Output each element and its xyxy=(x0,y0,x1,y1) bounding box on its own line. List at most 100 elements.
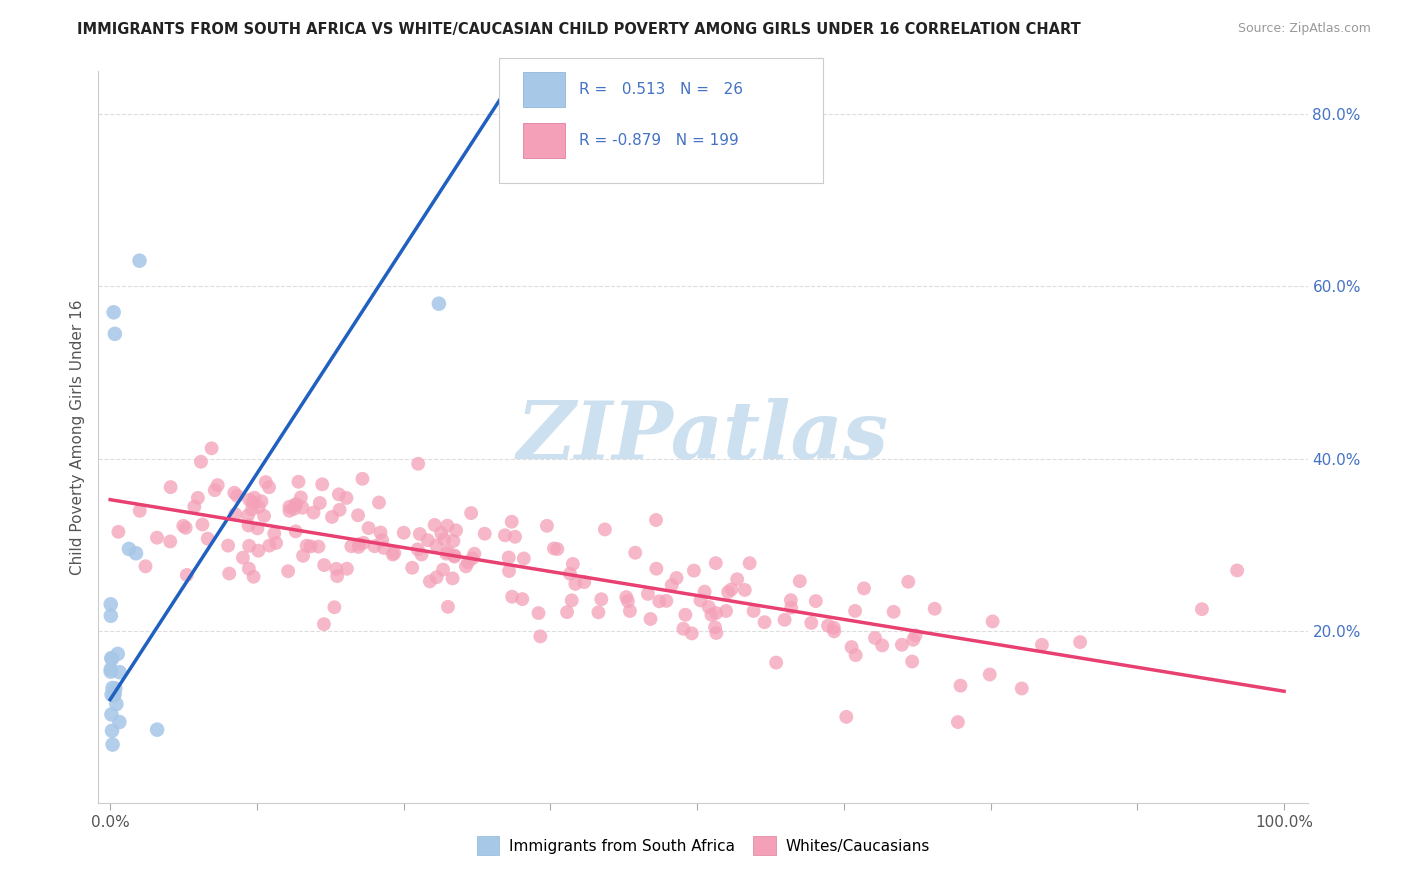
Point xyxy=(835,710,858,724)
Point xyxy=(510,592,533,607)
Point xyxy=(689,593,711,607)
Point xyxy=(527,606,550,620)
Point xyxy=(474,526,496,541)
Point xyxy=(176,568,198,582)
Point xyxy=(381,548,404,562)
Point xyxy=(853,582,876,596)
Point xyxy=(226,489,249,503)
Point xyxy=(546,542,568,557)
Point xyxy=(103,305,125,319)
Point xyxy=(665,571,688,585)
Point xyxy=(246,521,269,535)
Point xyxy=(494,528,516,542)
Point xyxy=(979,667,1001,681)
Point xyxy=(325,562,347,576)
Point xyxy=(714,604,737,618)
Point xyxy=(108,665,131,680)
Point xyxy=(253,508,276,523)
Point xyxy=(382,546,405,560)
Point xyxy=(897,574,920,589)
Point xyxy=(134,559,156,574)
Point xyxy=(329,503,352,517)
Point xyxy=(645,562,668,576)
Point xyxy=(371,533,394,548)
Point xyxy=(433,533,456,547)
Point xyxy=(593,523,616,537)
Point xyxy=(441,571,464,585)
Point xyxy=(655,594,678,608)
Point xyxy=(125,546,148,560)
Point xyxy=(844,604,866,618)
Point xyxy=(460,506,482,520)
Point xyxy=(444,524,467,538)
Point xyxy=(457,555,479,569)
Point xyxy=(409,527,432,541)
Point xyxy=(463,547,485,561)
Point xyxy=(107,524,129,539)
Point xyxy=(574,575,596,590)
Point xyxy=(681,626,703,640)
Point xyxy=(430,526,453,541)
Point xyxy=(242,570,264,584)
Point xyxy=(278,504,301,518)
Point xyxy=(700,607,723,622)
Point xyxy=(423,518,446,533)
Point xyxy=(247,500,270,514)
Point xyxy=(648,594,671,608)
Point xyxy=(823,624,845,639)
Text: R = -0.879   N = 199: R = -0.879 N = 199 xyxy=(579,133,740,148)
Point xyxy=(704,620,727,634)
Point xyxy=(238,561,260,575)
Point xyxy=(742,604,765,618)
Point xyxy=(353,536,375,550)
Point xyxy=(780,600,803,615)
Point xyxy=(441,534,464,549)
Point xyxy=(564,577,586,591)
Point xyxy=(1226,564,1249,578)
Legend: Immigrants from South Africa, Whites/Caucasians: Immigrants from South Africa, Whites/Cau… xyxy=(471,830,935,861)
Point xyxy=(323,600,346,615)
Point xyxy=(436,518,458,533)
Point xyxy=(800,615,823,630)
Point xyxy=(904,628,927,642)
Point xyxy=(661,578,683,592)
Point xyxy=(461,551,484,566)
Point xyxy=(326,569,349,583)
Point xyxy=(340,539,363,553)
Point xyxy=(543,541,565,556)
Point xyxy=(734,582,756,597)
Point xyxy=(529,629,551,643)
Point xyxy=(704,556,727,570)
Point xyxy=(624,546,647,560)
Point xyxy=(278,500,301,514)
Point xyxy=(250,494,273,508)
Point xyxy=(104,326,127,341)
Point xyxy=(725,572,748,586)
Point xyxy=(352,472,374,486)
Point xyxy=(401,560,423,574)
Point xyxy=(555,605,578,619)
Point xyxy=(498,564,520,578)
Point xyxy=(672,622,695,636)
Point xyxy=(183,500,205,514)
Point xyxy=(349,537,371,551)
Point xyxy=(283,501,305,516)
Point xyxy=(197,532,219,546)
Point xyxy=(100,665,122,679)
Point xyxy=(311,477,333,491)
Point xyxy=(285,498,308,512)
Point xyxy=(1191,602,1213,616)
Point xyxy=(190,455,212,469)
Point xyxy=(373,541,395,555)
Point xyxy=(704,626,727,640)
Point xyxy=(277,564,299,578)
Y-axis label: Child Poverty Among Girls Under 16: Child Poverty Among Girls Under 16 xyxy=(69,300,84,574)
Point xyxy=(238,518,260,533)
Point xyxy=(128,504,150,518)
Point xyxy=(720,582,742,597)
Point xyxy=(100,651,122,665)
Point xyxy=(243,491,266,505)
Point xyxy=(103,687,125,701)
Point xyxy=(104,681,127,696)
Point xyxy=(558,566,581,581)
